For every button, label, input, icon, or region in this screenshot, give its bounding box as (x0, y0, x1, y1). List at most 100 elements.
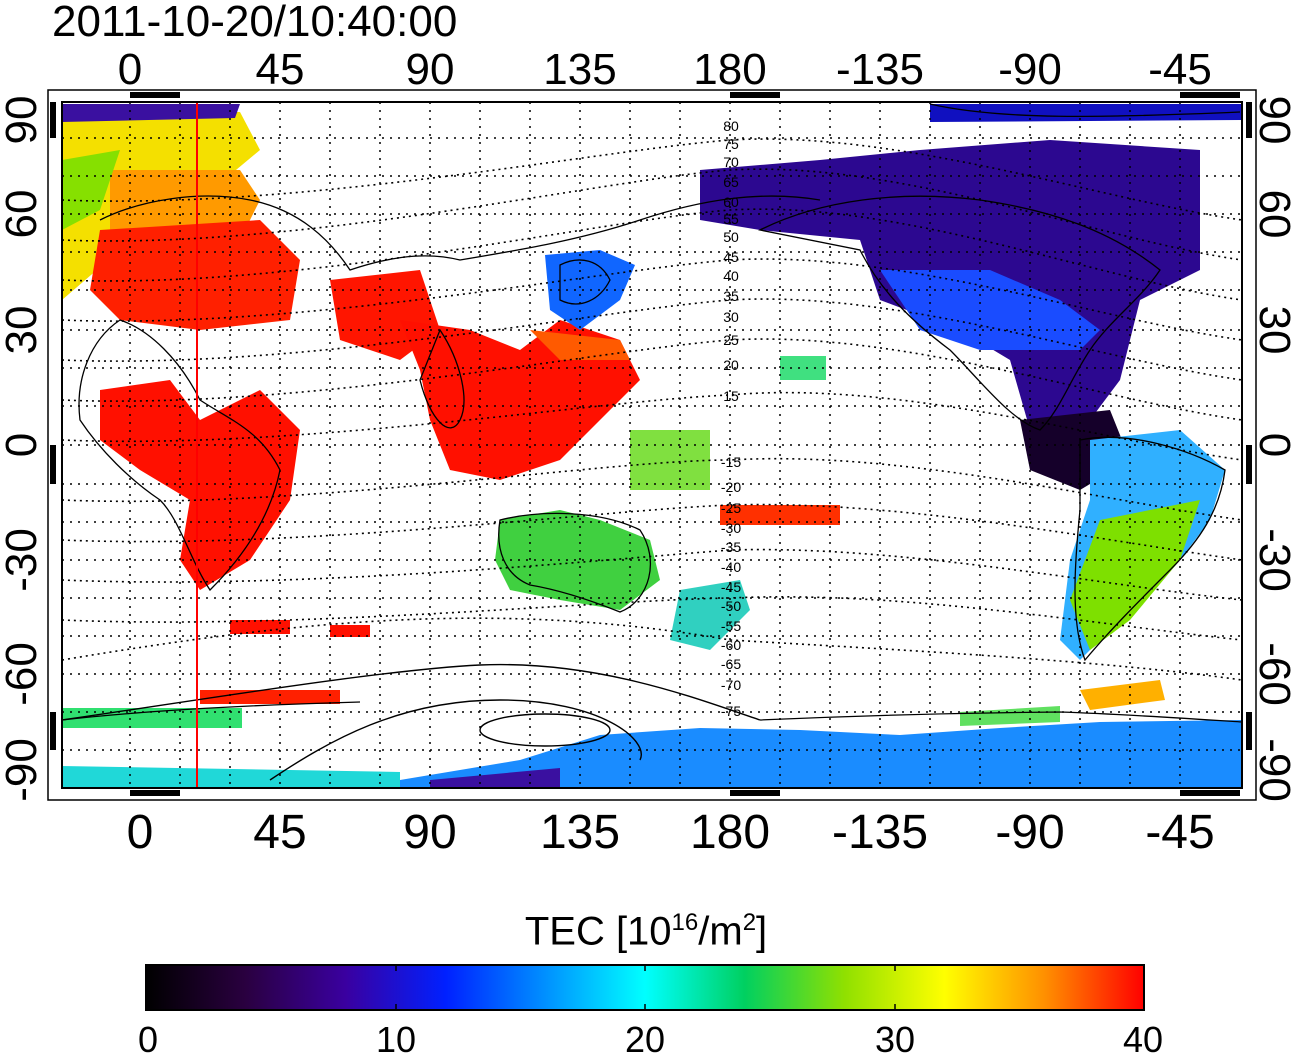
tec-data-layer (62, 104, 1242, 788)
lat-tick-left: 90 (0, 96, 46, 145)
contour-label: -20 (721, 479, 741, 495)
tec-patch (780, 356, 826, 380)
contour-label: 75 (723, 136, 739, 152)
colorbar-title-main: TEC [10 (524, 909, 672, 954)
contour-label: -40 (721, 559, 741, 575)
lon-tick-top: 135 (543, 45, 616, 94)
contour-label: 70 (723, 154, 739, 170)
contour-label: 45 (723, 249, 739, 265)
tec-region-arctic-eu (62, 104, 240, 122)
colorbar-tick-label: 40 (1123, 1019, 1163, 1057)
contour-label: 50 (723, 229, 739, 245)
tec-region-arctic-na (930, 104, 1242, 122)
contour-label: -50 (721, 598, 741, 614)
contour-label: 60 (723, 194, 739, 210)
coastlines (62, 103, 1242, 723)
lon-tick-bottom: 90 (403, 806, 456, 859)
lon-tick-bottom: 0 (127, 806, 154, 859)
outer-frame (47, 89, 1257, 801)
lat-tick-left: 30 (0, 306, 46, 355)
contour-label: -65 (721, 656, 741, 672)
lat-tick-right: 0 (1250, 433, 1292, 457)
contour-label: 30 (723, 309, 739, 325)
lon-tick-bottom: 135 (540, 806, 620, 859)
tec-region-north-atlantic (62, 150, 120, 230)
tec-patch (630, 430, 710, 490)
contour-label: 80 (723, 118, 739, 134)
lat-tick-left: 60 (0, 190, 46, 239)
colorbar-tick-labels: 0 10 20 30 40 (138, 1019, 1163, 1057)
tec-region-antarctica-purple (430, 768, 560, 788)
contour-label: -75 (721, 703, 741, 719)
lat-tick-left: 0 (0, 433, 46, 457)
tec-region-antarctic-peninsula (1080, 680, 1165, 710)
contour-label: -60 (721, 637, 741, 653)
contour-label: -45 (721, 579, 741, 595)
colorbar-tick-label: 30 (875, 1019, 915, 1057)
lat-tick-right: -60 (1250, 642, 1292, 706)
lon-tick-top: -45 (1148, 45, 1212, 94)
lon-ticks-bottom: 0 45 90 135 180 -135 -90 -45 (127, 806, 1215, 859)
frame-bars (50, 92, 1252, 796)
colorbar-tick-label: 0 (138, 1019, 158, 1057)
colorbar-title-sup2: 2 (742, 909, 757, 936)
tec-patch (720, 505, 840, 525)
lon-tick-top: 45 (256, 45, 305, 94)
map-frame (61, 101, 1243, 789)
contour-label: 65 (723, 174, 739, 190)
tec-patch (330, 625, 370, 637)
magnetic-contours (62, 138, 1242, 681)
lon-tick-top: 0 (118, 45, 142, 94)
contour-label: 55 (723, 211, 739, 227)
lon-tick-bottom: -45 (1145, 806, 1214, 859)
lon-tick-top: -135 (836, 45, 924, 94)
colorbar-title-sup1: 16 (671, 909, 699, 936)
lon-tick-bottom: 180 (690, 806, 770, 859)
lat-tick-right: -90 (1250, 738, 1292, 802)
lat-tick-left: -30 (0, 528, 46, 592)
contour-label: 25 (723, 332, 739, 348)
colorbar (145, 964, 1145, 1011)
contour-label: -70 (721, 677, 741, 693)
colorbar-title-end: ] (756, 909, 768, 954)
lat-ticks-right: 90 60 30 0 -30 -60 -90 (1250, 96, 1292, 802)
colorbar-ticks (395, 965, 896, 1010)
tec-region-australia (495, 510, 660, 610)
contour-label: -15 (721, 454, 741, 470)
colorbar-title-mid: /m (698, 909, 743, 954)
lat-ticks-left: 90 60 30 0 -30 -60 -90 (0, 96, 46, 802)
lat-tick-right: 90 (1250, 96, 1292, 145)
tec-patch (62, 708, 242, 728)
lon-tick-top: -90 (998, 45, 1062, 94)
tec-patch (200, 690, 340, 704)
colorbar-tick-label: 10 (376, 1019, 416, 1057)
tec-region-china-coast (530, 330, 630, 360)
contour-label: -30 (721, 520, 741, 536)
contour-labels: 80 75 70 65 60 55 50 45 40 35 30 25 20 1… (721, 118, 741, 719)
contour-label: 20 (723, 357, 739, 373)
tec-region-antarctica (400, 720, 1242, 788)
colorbar-tick-label: 20 (625, 1019, 665, 1057)
lon-tick-top: 90 (406, 45, 455, 94)
lat-tick-left: -60 (0, 642, 46, 706)
tec-region-antarctica-cyan (62, 766, 400, 788)
tec-region-antarctic-green (960, 706, 1060, 726)
tec-region-nz (670, 580, 750, 650)
tec-patch (230, 620, 290, 634)
lat-tick-right: -30 (1250, 528, 1292, 592)
magnetic-pole-contours (62, 663, 761, 781)
contour-label: 35 (723, 288, 739, 304)
lat-tick-right: 60 (1250, 190, 1292, 239)
lon-tick-bottom: 45 (253, 806, 306, 859)
contour-label: -35 (721, 539, 741, 555)
contour-label: -55 (721, 618, 741, 634)
lat-tick-right: 30 (1250, 306, 1292, 355)
lon-tick-bottom: -90 (995, 806, 1064, 859)
lon-tick-top: 180 (693, 45, 766, 94)
lon-tick-bottom: -135 (832, 806, 928, 859)
timestamp-label: 2011-10-20/10:40:00 (52, 0, 458, 46)
contour-label: 40 (723, 268, 739, 284)
tec-region-south-america-green (1070, 500, 1200, 650)
